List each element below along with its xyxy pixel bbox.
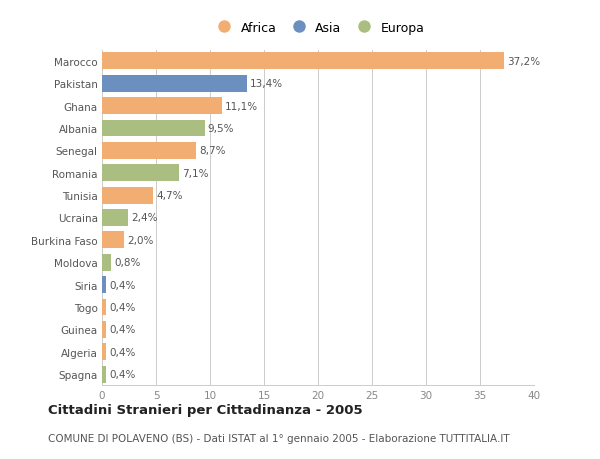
Legend: Africa, Asia, Europa: Africa, Asia, Europa bbox=[207, 17, 429, 39]
Text: 0,4%: 0,4% bbox=[110, 280, 136, 290]
Text: 0,8%: 0,8% bbox=[114, 257, 140, 268]
Text: 0,4%: 0,4% bbox=[110, 347, 136, 357]
Text: 2,0%: 2,0% bbox=[127, 235, 153, 246]
Bar bbox=[102, 76, 247, 92]
Text: 37,2%: 37,2% bbox=[507, 56, 540, 67]
Text: 0,4%: 0,4% bbox=[110, 369, 136, 380]
Bar bbox=[102, 299, 106, 316]
Bar bbox=[102, 277, 106, 293]
Text: 8,7%: 8,7% bbox=[199, 146, 226, 156]
Bar bbox=[102, 254, 110, 271]
Bar bbox=[102, 232, 124, 249]
Bar bbox=[102, 187, 153, 204]
Bar bbox=[102, 344, 106, 360]
Text: 9,5%: 9,5% bbox=[208, 123, 235, 134]
Text: COMUNE DI POLAVENO (BS) - Dati ISTAT al 1° gennaio 2005 - Elaborazione TUTTITALI: COMUNE DI POLAVENO (BS) - Dati ISTAT al … bbox=[48, 433, 509, 442]
Bar bbox=[102, 53, 504, 70]
Bar bbox=[102, 321, 106, 338]
Text: 7,1%: 7,1% bbox=[182, 168, 208, 179]
Bar bbox=[102, 98, 222, 115]
Text: 13,4%: 13,4% bbox=[250, 79, 283, 89]
Text: 0,4%: 0,4% bbox=[110, 325, 136, 335]
Text: 11,1%: 11,1% bbox=[225, 101, 258, 112]
Bar bbox=[102, 366, 106, 383]
Text: Cittadini Stranieri per Cittadinanza - 2005: Cittadini Stranieri per Cittadinanza - 2… bbox=[48, 403, 362, 416]
Bar bbox=[102, 210, 128, 226]
Text: 2,4%: 2,4% bbox=[131, 213, 158, 223]
Text: 0,4%: 0,4% bbox=[110, 302, 136, 313]
Bar bbox=[102, 143, 196, 159]
Bar bbox=[102, 120, 205, 137]
Text: 4,7%: 4,7% bbox=[156, 190, 182, 201]
Bar bbox=[102, 165, 179, 182]
